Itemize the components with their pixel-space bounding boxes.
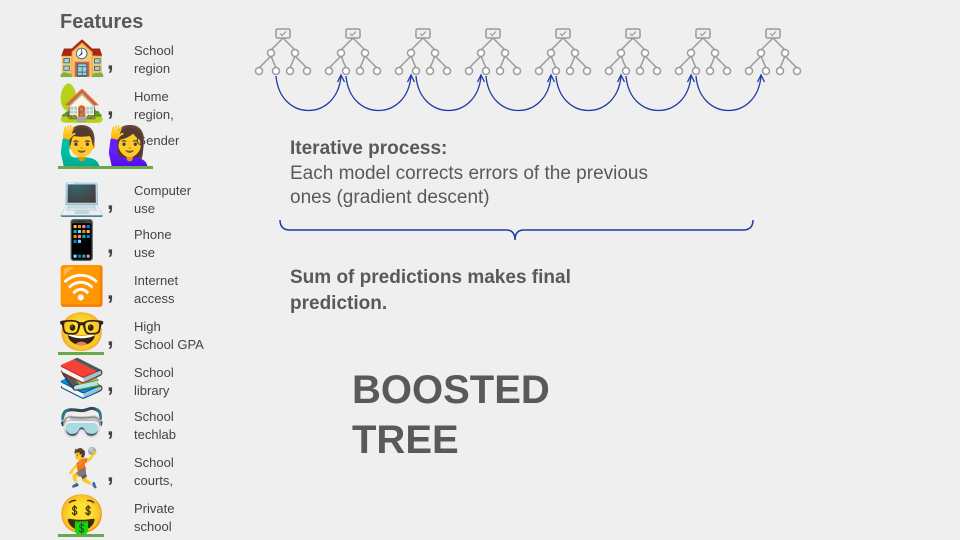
curly-brace — [279, 219, 754, 241]
feature-underline — [58, 166, 153, 169]
laptop-icon: 💻 — [58, 174, 106, 218]
features-title: Features — [60, 11, 144, 33]
decision-tree — [604, 28, 662, 76]
man-raising-hand-icon: 🙋‍♂️ — [58, 124, 106, 168]
goggles-icon: 🥽 — [58, 400, 106, 444]
feature-label: Internet access — [134, 273, 179, 306]
feature-label: Home region, — [134, 89, 174, 122]
correction-arc — [485, 75, 552, 111]
feature-comma: , — [107, 278, 114, 305]
feature-underline — [58, 534, 104, 537]
feature-comma: , — [107, 94, 114, 121]
decision-tree — [674, 28, 732, 76]
money-face-icon: 🤑 — [58, 492, 106, 536]
decision-tree — [254, 28, 312, 76]
decision-tree — [744, 28, 802, 76]
house-icon: 🏡 — [58, 80, 106, 124]
feature-label: Private school — [134, 501, 175, 534]
arrow-head — [406, 73, 416, 83]
feature-label: School library — [134, 365, 174, 398]
feature-comma: , — [107, 460, 114, 487]
correction-arc — [625, 75, 692, 111]
feature-comma: , — [107, 232, 114, 259]
boosted-trees-diagram — [254, 28, 802, 111]
arrow-head — [756, 73, 766, 83]
feature-comma: , — [107, 324, 114, 351]
feature-comma: , — [107, 188, 114, 215]
handball-icon: 🤾 — [58, 446, 106, 490]
arrow-head — [686, 73, 696, 83]
correction-arc — [345, 75, 412, 111]
feature-label: Gender — [136, 133, 180, 148]
feature-label: Phone use — [134, 227, 172, 260]
wifi-icon: 🛜 — [58, 264, 106, 308]
feature-comma: , — [107, 370, 114, 397]
arrow-head — [476, 73, 486, 83]
arrow-head — [336, 73, 346, 83]
boosted-tree-heading: BOOSTED TREE — [352, 368, 550, 462]
feature-underline — [58, 352, 104, 355]
correction-arc — [695, 75, 762, 111]
woman-raising-hand-icon: 🙋‍♀️ — [106, 124, 154, 168]
feature-label: School courts, — [134, 455, 174, 488]
decision-tree — [534, 28, 592, 76]
iterative-process-title: Iterative process: — [290, 138, 448, 159]
feature-comma: , — [107, 414, 114, 441]
decision-tree — [324, 28, 382, 76]
correction-arc — [415, 75, 482, 111]
sum-of-predictions-text: Sum of predictions makes final predictio… — [290, 267, 571, 314]
decision-tree — [464, 28, 522, 76]
feature-label: High School GPA — [134, 319, 204, 352]
correction-arc — [275, 75, 342, 111]
arrow-head — [616, 73, 626, 83]
arrow-head — [546, 73, 556, 83]
feature-label: School region — [134, 43, 174, 76]
feature-label: School techlab — [134, 409, 176, 442]
feature-label: Computer use — [134, 183, 192, 216]
nerd-face-icon: 🤓 — [58, 310, 106, 354]
feature-comma: , — [107, 48, 114, 75]
decision-tree — [394, 28, 452, 76]
books-icon: 📚 — [58, 356, 106, 400]
school-icon: 🏫 — [58, 34, 106, 78]
correction-arc — [555, 75, 622, 111]
phone-icon: 📱 — [58, 218, 106, 262]
iterative-process-body: Each model corrects errors of the previo… — [290, 163, 648, 208]
